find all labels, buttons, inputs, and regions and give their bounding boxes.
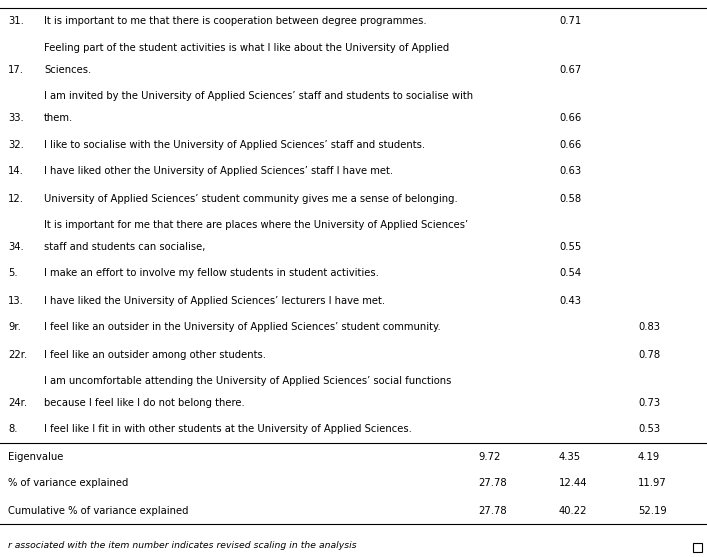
- Text: 12.: 12.: [8, 193, 24, 203]
- Text: I have liked the University of Applied Sciences’ lecturers I have met.: I have liked the University of Applied S…: [44, 296, 385, 305]
- Text: University of Applied Sciences’ student community gives me a sense of belonging.: University of Applied Sciences’ student …: [44, 193, 457, 203]
- Text: I like to socialise with the University of Applied Sciences’ staff and students.: I like to socialise with the University …: [44, 139, 425, 149]
- Text: Feeling part of the student activities is what I like about the University of Ap: Feeling part of the student activities i…: [44, 43, 449, 53]
- Text: I am uncomfortable attending the University of Applied Sciences’ social function: I am uncomfortable attending the Univers…: [44, 377, 451, 387]
- Text: 17.: 17.: [8, 65, 24, 75]
- Text: 0.63: 0.63: [559, 167, 581, 177]
- Text: 0.66: 0.66: [559, 113, 581, 123]
- Text: 34.: 34.: [8, 242, 24, 252]
- Text: 4.35: 4.35: [559, 452, 581, 462]
- Text: It is important to me that there is cooperation between degree programmes.: It is important to me that there is coop…: [44, 17, 426, 27]
- Text: 32.: 32.: [8, 139, 24, 149]
- Text: I have liked other the University of Applied Sciences’ staff I have met.: I have liked other the University of App…: [44, 167, 393, 177]
- Text: 24r.: 24r.: [8, 398, 27, 408]
- Text: Sciences.: Sciences.: [44, 65, 91, 75]
- Text: I am invited by the University of Applied Sciences’ staff and students to social: I am invited by the University of Applie…: [44, 91, 473, 101]
- Text: % of variance explained: % of variance explained: [8, 478, 129, 488]
- Text: Cumulative % of variance explained: Cumulative % of variance explained: [8, 506, 189, 515]
- Text: 52.19: 52.19: [638, 506, 667, 515]
- Text: Eigenvalue: Eigenvalue: [8, 452, 64, 462]
- Text: them.: them.: [44, 113, 74, 123]
- Text: 27.78: 27.78: [478, 478, 507, 488]
- Text: 27.78: 27.78: [478, 506, 507, 515]
- Text: 14.: 14.: [8, 167, 24, 177]
- Text: 0.55: 0.55: [559, 242, 581, 252]
- Text: 0.71: 0.71: [559, 17, 581, 27]
- Text: 31.: 31.: [8, 17, 24, 27]
- Text: 0.43: 0.43: [559, 296, 581, 305]
- Text: 13.: 13.: [8, 296, 24, 305]
- Text: 9r.: 9r.: [8, 323, 21, 333]
- Text: 40.22: 40.22: [559, 506, 588, 515]
- Text: 0.58: 0.58: [559, 193, 581, 203]
- Text: 33.: 33.: [8, 113, 24, 123]
- Text: because I feel like I do not belong there.: because I feel like I do not belong ther…: [44, 398, 245, 408]
- Text: 9.72: 9.72: [478, 452, 501, 462]
- Text: 0.67: 0.67: [559, 65, 581, 75]
- Text: 4.19: 4.19: [638, 452, 660, 462]
- Text: 12.44: 12.44: [559, 478, 588, 488]
- Text: r associated with the item number indicates revised scaling in the analysis: r associated with the item number indica…: [8, 541, 356, 550]
- Text: I feel like I fit in with other students at the University of Applied Sciences.: I feel like I fit in with other students…: [44, 424, 412, 434]
- Text: 0.53: 0.53: [638, 424, 660, 434]
- Text: 22r.: 22r.: [8, 349, 28, 359]
- Text: I feel like an outsider among other students.: I feel like an outsider among other stud…: [44, 349, 266, 359]
- Text: It is important for me that there are places where the University of Applied Sci: It is important for me that there are pl…: [44, 221, 468, 231]
- Text: 0.73: 0.73: [638, 398, 660, 408]
- Text: 5.: 5.: [8, 268, 18, 278]
- Bar: [693, 543, 702, 552]
- Text: I make an effort to involve my fellow students in student activities.: I make an effort to involve my fellow st…: [44, 268, 379, 278]
- Text: 0.78: 0.78: [638, 349, 660, 359]
- Text: 8.: 8.: [8, 424, 18, 434]
- Text: 0.54: 0.54: [559, 268, 581, 278]
- Text: 0.83: 0.83: [638, 323, 660, 333]
- Text: 0.66: 0.66: [559, 139, 581, 149]
- Text: I feel like an outsider in the University of Applied Sciences’ student community: I feel like an outsider in the Universit…: [44, 323, 440, 333]
- Text: staff and students can socialise,: staff and students can socialise,: [44, 242, 205, 252]
- Text: 11.97: 11.97: [638, 478, 667, 488]
